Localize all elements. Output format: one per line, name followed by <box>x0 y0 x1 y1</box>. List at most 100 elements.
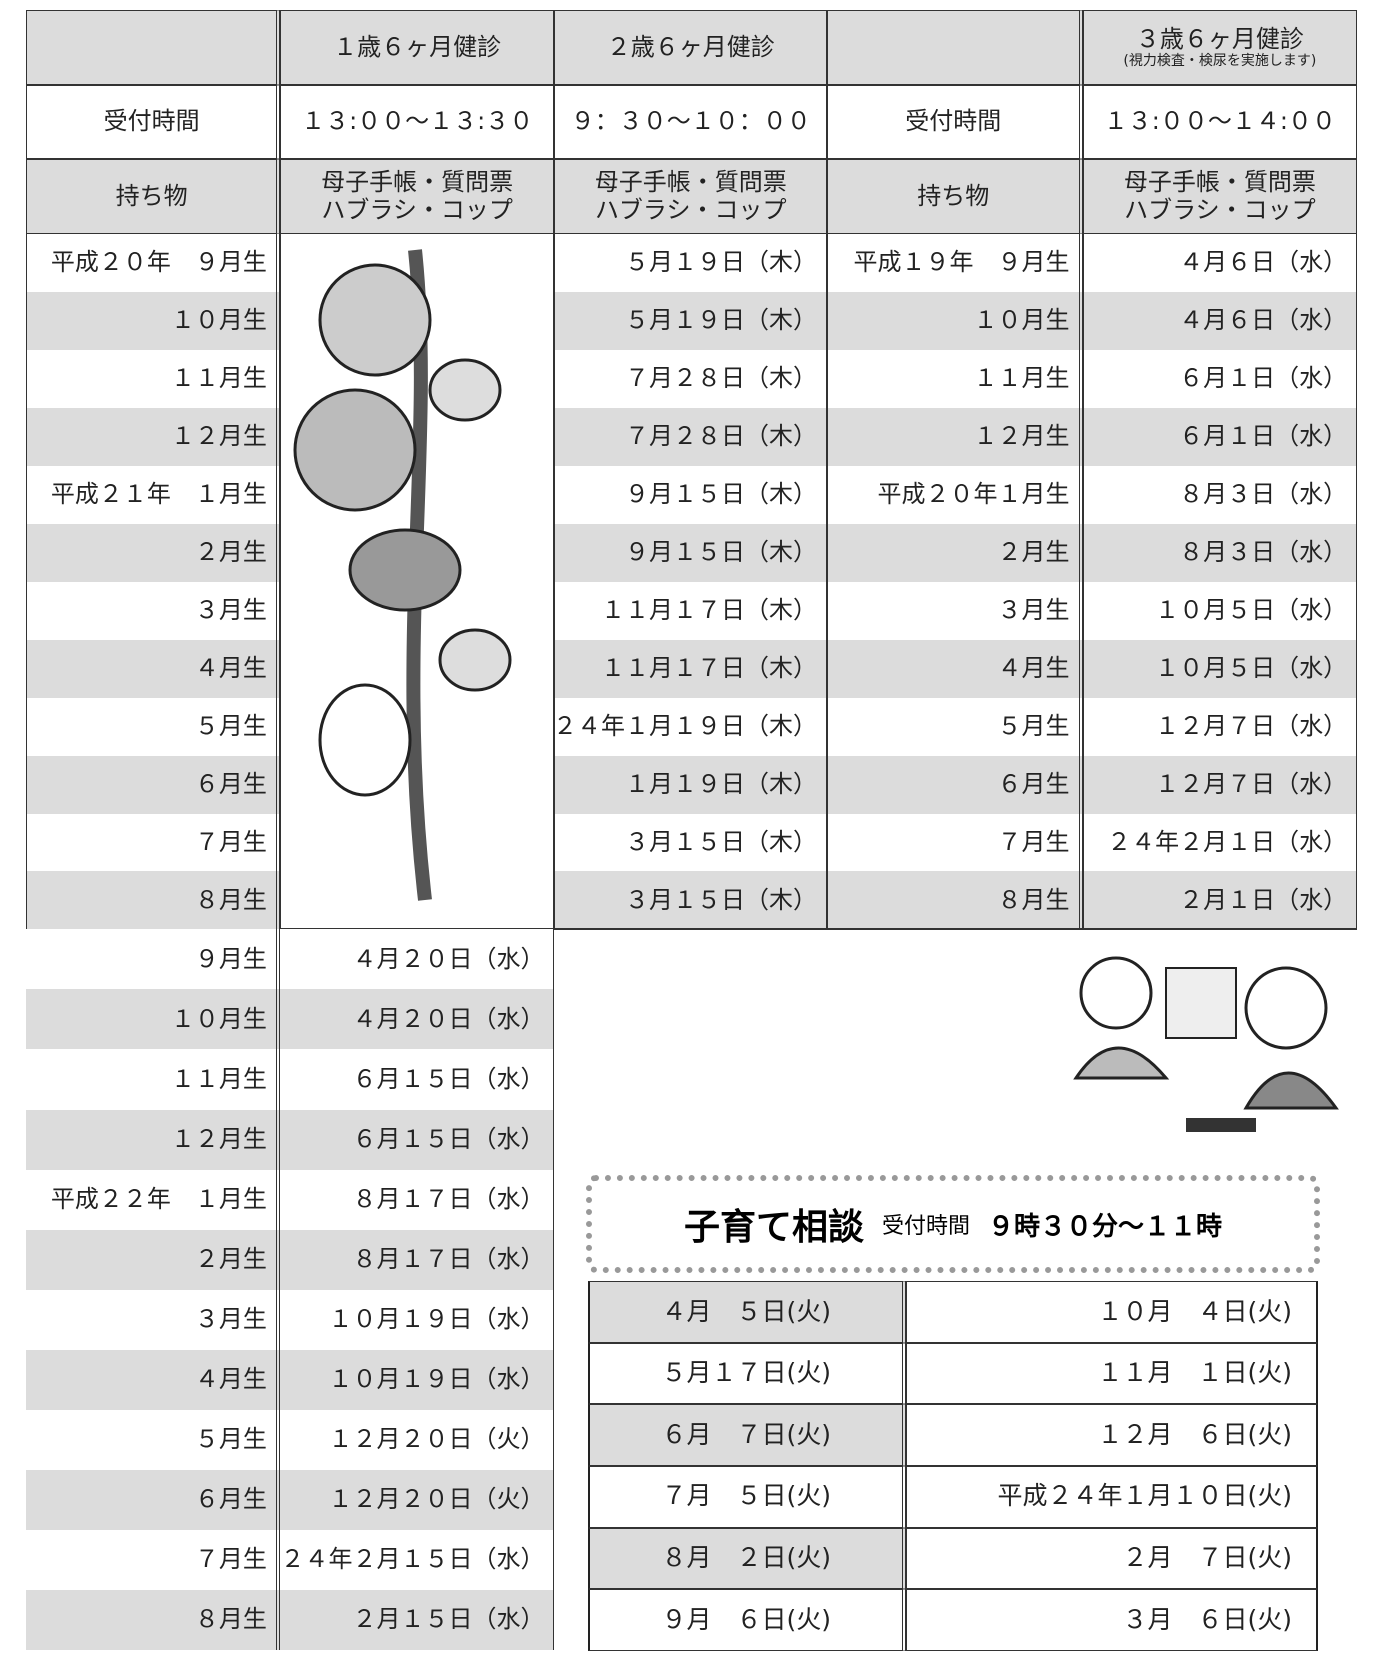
label-cell: 受付時間 <box>826 84 1083 160</box>
cell-text: 平成２４年１月１０日(火) <box>997 1481 1293 1511</box>
cell-text: ２月生 <box>194 1244 267 1273</box>
time-cell: １３:００～１３:３０ <box>279 84 555 160</box>
cell-text: １０月生 <box>170 1004 267 1033</box>
cell-text: ７月生 <box>194 1544 267 1573</box>
cell-text: ５月生 <box>997 711 1070 740</box>
date-cell: １０月１９日（水） <box>280 1289 555 1350</box>
birth-cell: 平成２０年 ９月生 <box>26 233 280 292</box>
cell-text: 平成２０年 ９月生 <box>50 248 267 277</box>
cell-text: ４月６日（水） <box>1179 306 1348 335</box>
date-cell: ２月１日（水） <box>1082 871 1358 930</box>
cell-text: ８月３日（水） <box>1179 479 1348 508</box>
date-cell: ９月１５日（木） <box>554 523 827 582</box>
consult-date-cell: ７月 ５日(火) <box>588 1466 907 1528</box>
cell-text: １３:００～１４:００ <box>1103 107 1336 136</box>
cell-text: １０月 ４日(火) <box>1097 1296 1293 1326</box>
header-note: (視力検査・検尿を実施します) <box>1123 53 1317 70</box>
birth-cell: ８月生 <box>826 871 1083 930</box>
consult-reception-label: 受付時間 <box>881 1214 970 1239</box>
header-cell: １歳６ヶ月健診 <box>279 10 555 85</box>
cell-text: ３月生 <box>194 1304 267 1333</box>
date-cell: １０月５日（水） <box>1082 639 1358 698</box>
cell-text: ９月 ６日(火) <box>661 1604 831 1634</box>
cell-text: ６月１日（水） <box>1179 421 1348 450</box>
cell-text: ８月 ２日(火) <box>661 1543 831 1573</box>
birth-cell: ６月生 <box>26 755 280 814</box>
cell-text: １１月１７日（木） <box>600 653 817 682</box>
date-cell: ６月１５日（水） <box>280 1049 555 1110</box>
cell-text: ５月生 <box>194 711 267 740</box>
date-cell: ４月２０日（水） <box>280 929 555 990</box>
date-cell: ７月２８日（木） <box>554 349 827 408</box>
cell-text: 平成２２年 １月生 <box>50 1184 267 1213</box>
consult-date-cell: １２月 ６日(火) <box>906 1404 1319 1467</box>
cell-text: 持ち物 <box>115 181 188 210</box>
cell-text: １２月７日（水） <box>1155 711 1348 740</box>
cell-text: １３:００～１３:３０ <box>301 107 534 136</box>
birth-cell: ６月生 <box>26 1469 280 1530</box>
cell-text: １２月生 <box>973 421 1070 450</box>
cell-text: ５月１９日（木） <box>624 306 817 335</box>
cell-text: ３歳６ヶ月健診 <box>1135 24 1304 53</box>
cell-text: １２月２０日（火） <box>328 1484 545 1513</box>
consult-date-cell: ４月 ５日(火) <box>588 1281 907 1343</box>
date-cell: ３月１５日（木） <box>554 813 827 872</box>
cell-text: ２月１日（水） <box>1179 885 1348 914</box>
birth-cell: ５月生 <box>26 697 280 756</box>
cell-text: １２月２０日（火） <box>328 1424 545 1453</box>
cell-text: ３月１５日（木） <box>624 827 817 856</box>
date-cell: １２月７日（水） <box>1082 697 1358 756</box>
cell-text: １０月生 <box>973 306 1070 335</box>
cell-text: １２月 ６日(火) <box>1097 1419 1293 1449</box>
date-cell: １２月２０日（火） <box>279 1469 555 1530</box>
header-cell: ２歳６ヶ月健診 <box>554 10 827 85</box>
date-cell: １月１９日（木） <box>554 755 827 814</box>
birth-cell: ２月生 <box>26 1229 280 1290</box>
cell-text: １０月生 <box>170 306 267 335</box>
cell-text: ７月２８日（木） <box>624 364 817 392</box>
cell-text: ５月生 <box>194 1424 267 1453</box>
cell-text: ハブラシ・コップ <box>1124 195 1316 224</box>
birth-cell: ８月生 <box>26 1589 280 1650</box>
cell-text: ８月生 <box>194 885 267 914</box>
children-illustration <box>1073 956 1339 1132</box>
birth-cell: ７月生 <box>26 1529 280 1590</box>
cell-text: ２月生 <box>997 537 1070 566</box>
header-blank <box>26 10 280 85</box>
date-cell: ８月１７日（水） <box>280 1169 555 1230</box>
cell-text: １１月１７日（木） <box>600 595 817 624</box>
date-cell: １１月１７日（木） <box>554 581 827 640</box>
date-cell: ２４年２月１日（水） <box>1082 813 1358 872</box>
cell-text: １１月 １日(火) <box>1097 1358 1293 1388</box>
date-cell: ８月３日（水） <box>1082 465 1358 524</box>
header-blank <box>826 10 1083 85</box>
cell-text: ４月生 <box>194 1364 267 1393</box>
cell-text: ２月生 <box>194 537 267 566</box>
date-cell: ４月２０日（水） <box>279 989 555 1050</box>
consult-title-box: 子育て相談 受付時間 ９時３０分～１１時 <box>586 1175 1320 1273</box>
date-cell: ２４年１月１９日（木） <box>553 697 827 756</box>
cell-text: ８月生 <box>194 1604 267 1633</box>
date-cell: ８月３日（水） <box>1082 523 1358 582</box>
cell-text: ７月 ５日(火) <box>661 1481 831 1511</box>
birth-cell: ２月生 <box>826 523 1083 582</box>
cell-text: ２歳６ヶ月健診 <box>606 32 775 61</box>
cell-text: ３月生 <box>194 595 267 624</box>
date-cell: ４月６日（水） <box>1082 233 1358 292</box>
cell-text: ６月生 <box>194 769 267 798</box>
cell-text: ８月１７日（水） <box>352 1244 545 1273</box>
birth-cell: １２月生 <box>26 1109 280 1170</box>
consult-date-cell: ２月 ７日(火) <box>906 1527 1319 1590</box>
cell-text: 母子手帳・質問票 <box>1123 168 1316 197</box>
cell-text: ２月 ７日(火) <box>1122 1543 1293 1573</box>
cell-text: ４月２０日（水） <box>352 944 545 973</box>
cell-text: ４月生 <box>194 653 267 682</box>
cell-text: ９月生 <box>194 944 267 973</box>
birth-cell: １０月生 <box>26 291 280 350</box>
date-cell: ４月６日（水） <box>1082 291 1358 350</box>
date-cell: ５月１９日（木） <box>554 233 827 292</box>
date-cell: ７月２８日（木） <box>554 407 827 466</box>
cell-text: 平成１９年 ９月生 <box>853 248 1070 277</box>
consult-date-cell: ５月１７日(火) <box>588 1342 907 1405</box>
